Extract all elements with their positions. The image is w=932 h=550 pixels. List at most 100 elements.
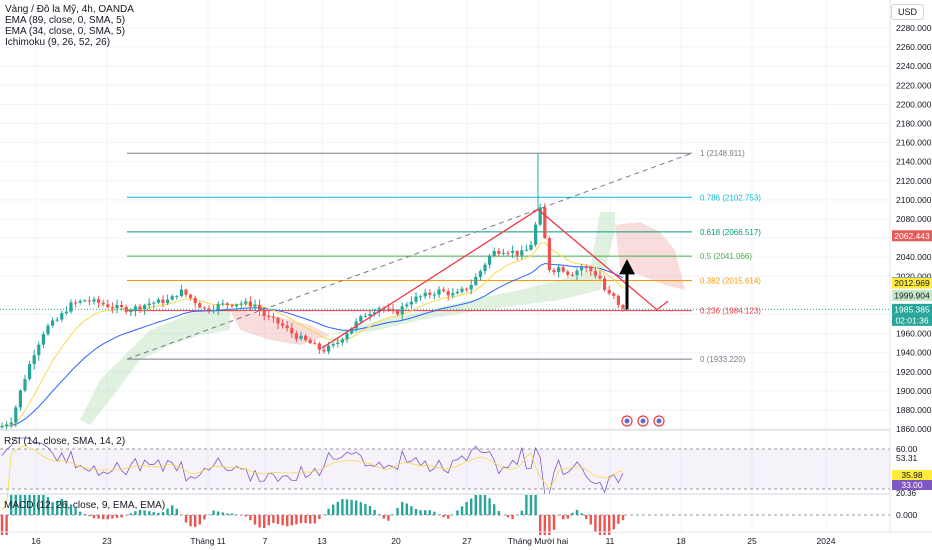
candle-body (32, 355, 36, 365)
candle-body (37, 344, 41, 356)
macd-histogram-bar (497, 511, 500, 515)
time-tick-label: 7 (263, 536, 268, 546)
candle-body (294, 333, 298, 339)
candle-body (538, 207, 542, 225)
macd-histogram-bar (603, 515, 606, 535)
time-tick-label: 18 (676, 536, 686, 546)
candle-body (580, 267, 584, 271)
candle-body (244, 301, 248, 304)
candle-body (340, 339, 344, 343)
macd-histogram-bar (548, 515, 551, 535)
macd-histogram-bar (368, 506, 372, 515)
macd-histogram-bar (543, 515, 546, 535)
candle-body (377, 308, 381, 313)
macd-histogram-bar (0, 515, 4, 535)
macd-histogram-bar (506, 515, 510, 518)
price-tick-label: 2160.000 (896, 138, 932, 148)
price-tick-label: 2240.000 (896, 61, 932, 71)
macd-histogram-bar (198, 515, 201, 525)
candle-body (488, 255, 492, 265)
rsi-pane[interactable] (0, 429, 890, 511)
candle-body (396, 310, 400, 315)
macd-histogram-bar (299, 515, 303, 524)
candle-body (106, 304, 110, 308)
price-tick-label: 1900.000 (896, 386, 932, 396)
macd-histogram-bar (511, 515, 514, 520)
candle-body (478, 271, 482, 277)
chart-legend[interactable]: Vàng / Đô la Mỹ, 4h, OANDA EMA (89, clos… (5, 4, 134, 48)
candle-body (607, 289, 611, 294)
macd-histogram-bar (102, 515, 105, 520)
macd-histogram-bar (359, 502, 362, 515)
macd-histogram-bar (336, 501, 339, 515)
price-tick-label: 2140.000 (896, 157, 932, 167)
price-badge-label: 1985.385 (894, 304, 930, 314)
candle-body (515, 251, 519, 256)
candle-body (373, 312, 377, 315)
candle-body (506, 252, 510, 254)
rsi-tick-label: 60.00 (896, 444, 918, 454)
candle-body (156, 299, 160, 303)
price-badge (892, 277, 932, 289)
candle-body (432, 294, 436, 296)
symbol-title[interactable]: Vàng / Đô la Mỹ, 4h, OANDA (5, 4, 134, 15)
candle-body (14, 407, 18, 423)
price-badge-label: 2012.969 (894, 278, 930, 288)
candle-body (603, 278, 607, 290)
time-tick-label: 23 (102, 536, 112, 546)
macd-histogram-bar (470, 498, 473, 515)
candle-body (92, 299, 96, 302)
macd-histogram-bar (212, 510, 215, 515)
currency-selector[interactable]: USD (890, 4, 924, 20)
macd-histogram-bar (69, 504, 73, 515)
macd-histogram-bar (295, 515, 298, 525)
macd-histogram-bar (65, 500, 68, 515)
macd-label[interactable]: MACD (12, 26, close, 9, EMA, EMA) (4, 500, 166, 511)
candle-body (437, 289, 441, 295)
candle-body (5, 424, 9, 426)
flag-icon (656, 418, 662, 424)
indicator-ema89[interactable]: EMA (89, close, 0, SMA, 5) (5, 15, 126, 26)
price-tick-label: 2200.000 (896, 99, 932, 109)
candle-body (354, 321, 358, 329)
time-tick-label: 2024 (817, 536, 836, 546)
price-tick-label: 1860.000 (896, 424, 932, 434)
candle-body (267, 315, 271, 317)
candle-body (529, 244, 533, 250)
macd-histogram-bar (479, 495, 482, 515)
macd-histogram-bar (456, 510, 459, 515)
candle-body (345, 333, 349, 340)
indicator-ema34[interactable]: EMA (34, close, 0, SMA, 5) (5, 26, 126, 37)
fib-label-0.618: 0.618 (2066.517) (700, 228, 761, 237)
price-tick-label: 2260.000 (896, 42, 932, 52)
candle-body (616, 295, 620, 305)
candle-body (350, 328, 354, 334)
macd-histogram-bar (483, 495, 487, 515)
macd-histogram-bar (309, 515, 312, 524)
macd-histogram-bar (575, 509, 579, 515)
macd-pane[interactable] (0, 493, 890, 535)
macd-histogram-bar (79, 511, 82, 515)
macd-histogram-bar (189, 515, 192, 527)
macd-histogram-bar (474, 495, 477, 515)
candle-body (400, 306, 404, 315)
macd-histogram-bar (322, 514, 326, 515)
rsi-badge (892, 470, 932, 480)
rsi-label[interactable]: RSI (14, close, SMA, 14, 2) (4, 436, 126, 447)
candle-body (570, 274, 574, 276)
macd-histogram-bar (327, 508, 330, 515)
macd-histogram-bar (10, 495, 13, 515)
macd-histogram-bar (594, 515, 597, 532)
price-badge-label: 1999.904 (894, 290, 930, 300)
price-badge (892, 230, 932, 242)
price-tick-label: 2040.000 (896, 252, 932, 262)
candle-body (120, 304, 124, 307)
macd-histogram-bar (488, 498, 491, 515)
time-tick-label: 16 (31, 536, 41, 546)
drawings[interactable] (0, 152, 890, 427)
indicator-ichimoku[interactable]: Ichimoku (9, 26, 52, 26) (5, 37, 111, 48)
candle-body (69, 302, 73, 312)
macd-histogram-bar (267, 515, 270, 526)
macd-histogram-bar (51, 502, 54, 515)
